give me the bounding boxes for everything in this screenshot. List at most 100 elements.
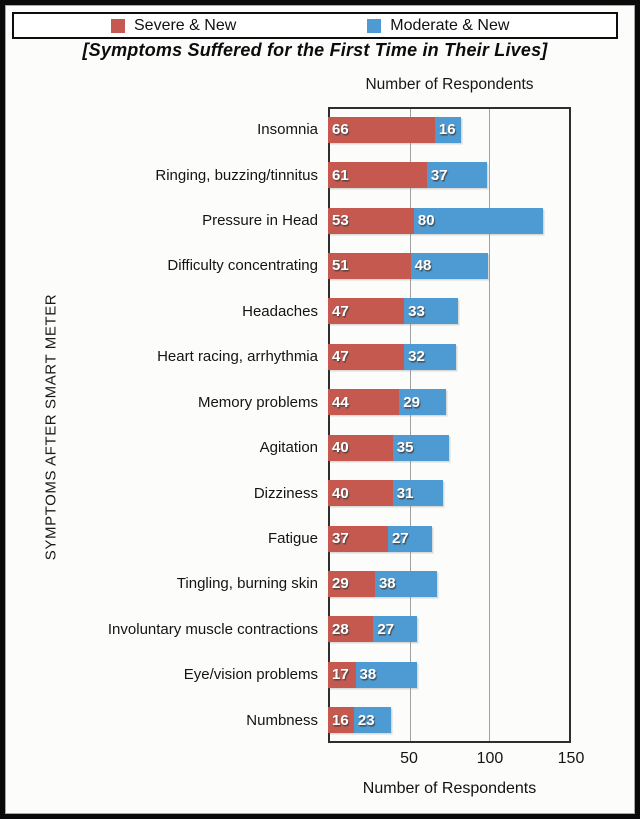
x-tick-label-50: 50 bbox=[400, 750, 418, 767]
value-label: 40 bbox=[332, 484, 349, 502]
chart-row: Memory problems 44 29 bbox=[60, 380, 571, 425]
moderate-swatch-icon bbox=[367, 18, 382, 33]
category-label: Dizziness bbox=[253, 484, 318, 502]
bar-segment-moderate: 27 bbox=[373, 616, 418, 643]
bar-segment-severe: 61 bbox=[328, 162, 427, 189]
bar-segment-severe: 47 bbox=[328, 298, 405, 325]
value-label: 29 bbox=[332, 575, 349, 593]
value-label: 28 bbox=[332, 620, 349, 638]
bar-area: 40 35 bbox=[328, 425, 571, 470]
bar-area: 47 32 bbox=[328, 334, 571, 379]
plot-area bbox=[328, 107, 571, 743]
bar-area: 37 27 bbox=[328, 516, 571, 561]
bar-segment-moderate: 16 bbox=[434, 116, 461, 143]
value-label: 27 bbox=[391, 530, 409, 547]
chart-row: Insomnia 66 16 bbox=[60, 107, 571, 152]
chart-row: Numbness 16 23 bbox=[60, 697, 571, 742]
category-label: Headaches bbox=[242, 302, 318, 320]
bar-area: 29 38 bbox=[328, 561, 571, 606]
bar-area: 44 29 bbox=[328, 380, 571, 425]
chart-row: Difficulty concentrating 51 48 bbox=[60, 243, 571, 288]
bar-area: 28 27 bbox=[328, 607, 571, 652]
value-label: 29 bbox=[403, 393, 420, 411]
bar-area: 51 48 bbox=[328, 243, 571, 288]
chart-row: Agitation 40 35 bbox=[60, 425, 571, 470]
chart-row: Involuntary muscle contractions 28 27 bbox=[60, 607, 571, 652]
chart-row: Fatigue 37 27 bbox=[60, 516, 571, 561]
category-label: Involuntary muscle contractions bbox=[107, 620, 318, 638]
value-label: 27 bbox=[377, 620, 395, 638]
legend-item-moderate: Moderate & New bbox=[367, 17, 509, 35]
bar-area: 16 23 bbox=[328, 697, 571, 742]
value-label: 31 bbox=[396, 484, 414, 502]
chart-row: Pressure in Head 53 80 bbox=[60, 198, 571, 243]
chart-row: Eye/vision problems 17 38 bbox=[60, 652, 571, 697]
bar-area: 53 80 bbox=[328, 198, 571, 243]
value-label: 61 bbox=[332, 166, 349, 184]
bar-segment-severe: 40 bbox=[328, 434, 393, 461]
bar-segment-moderate: 27 bbox=[387, 525, 432, 552]
category-label: Memory problems bbox=[197, 393, 318, 411]
chart-row: Ringing, buzzing/tinnitus 61 37 bbox=[60, 152, 571, 197]
bar-area: 47 33 bbox=[328, 289, 571, 334]
category-label: Agitation bbox=[259, 439, 318, 457]
value-label: 37 bbox=[430, 166, 448, 184]
bar-segment-moderate: 38 bbox=[355, 661, 418, 688]
value-label: 38 bbox=[378, 575, 396, 593]
x-axis-title-bottom: Number of Respondents bbox=[362, 780, 537, 797]
value-label: 47 bbox=[332, 348, 349, 366]
category-label: Heart racing, arrhythmia bbox=[157, 348, 318, 366]
category-label: Difficulty concentrating bbox=[167, 257, 318, 275]
bar-segment-moderate: 80 bbox=[413, 207, 544, 234]
bar-segment-severe: 37 bbox=[328, 525, 388, 552]
bar-segment-severe: 44 bbox=[328, 389, 400, 416]
legend: Severe & New Moderate & New bbox=[12, 12, 618, 39]
legend-item-severe: Severe & New bbox=[111, 17, 236, 35]
gridline-50 bbox=[409, 109, 411, 741]
bar-segment-severe: 51 bbox=[328, 252, 411, 279]
value-label: 80 bbox=[417, 212, 435, 230]
bar-segment-moderate: 23 bbox=[353, 707, 392, 734]
bar-segment-moderate: 37 bbox=[426, 162, 487, 189]
bar-segment-moderate: 31 bbox=[392, 480, 444, 507]
bar-segment-moderate: 32 bbox=[404, 343, 456, 370]
bar-segment-severe: 40 bbox=[328, 480, 393, 507]
bar-segment-moderate: 38 bbox=[374, 570, 437, 597]
value-label: 17 bbox=[332, 666, 349, 684]
value-label: 32 bbox=[408, 348, 425, 366]
category-label: Pressure in Head bbox=[202, 212, 318, 230]
category-label: Eye/vision problems bbox=[183, 666, 318, 684]
bar-area: 61 37 bbox=[328, 152, 571, 197]
bar-segment-moderate: 29 bbox=[399, 389, 447, 416]
value-label: 33 bbox=[408, 302, 425, 320]
y-axis-title: SYMPTOMS AFTER SMART METER bbox=[42, 293, 60, 561]
bar-segment-severe: 47 bbox=[328, 343, 405, 370]
value-label: 16 bbox=[438, 121, 456, 139]
bar-segment-severe: 29 bbox=[328, 570, 375, 597]
value-label: 37 bbox=[332, 530, 349, 547]
value-label: 48 bbox=[414, 257, 432, 275]
value-label: 53 bbox=[332, 212, 349, 230]
value-label: 51 bbox=[332, 257, 349, 275]
bar-segment-severe: 66 bbox=[328, 116, 435, 143]
bar-segment-moderate: 48 bbox=[410, 252, 489, 279]
value-label: 66 bbox=[332, 121, 349, 139]
x-axis-ticks: 50 100 150 bbox=[328, 750, 584, 772]
x-axis-title-top: Number of Respondents bbox=[365, 76, 534, 93]
bar-segment-severe: 16 bbox=[328, 707, 354, 734]
value-label: 23 bbox=[357, 711, 375, 729]
category-label: Tingling, burning skin bbox=[176, 575, 318, 593]
bar-segment-severe: 53 bbox=[328, 207, 414, 234]
category-label: Ringing, buzzing/tinnitus bbox=[155, 166, 318, 184]
bar-segment-severe: 28 bbox=[328, 616, 374, 643]
chart-row: Heart racing, arrhythmia 47 32 bbox=[60, 334, 571, 379]
chart-row: Dizziness 40 31 bbox=[60, 470, 571, 515]
bar-area: 40 31 bbox=[328, 470, 571, 515]
bar-area: 66 16 bbox=[328, 107, 571, 152]
value-label: 38 bbox=[359, 666, 377, 684]
category-label: Fatigue bbox=[267, 530, 318, 547]
value-label: 40 bbox=[332, 439, 349, 457]
bar-segment-moderate: 33 bbox=[404, 298, 458, 325]
bar-rows: Insomnia 66 16 Ringing, buzzing/tinnitus 61 3… bbox=[60, 107, 571, 743]
